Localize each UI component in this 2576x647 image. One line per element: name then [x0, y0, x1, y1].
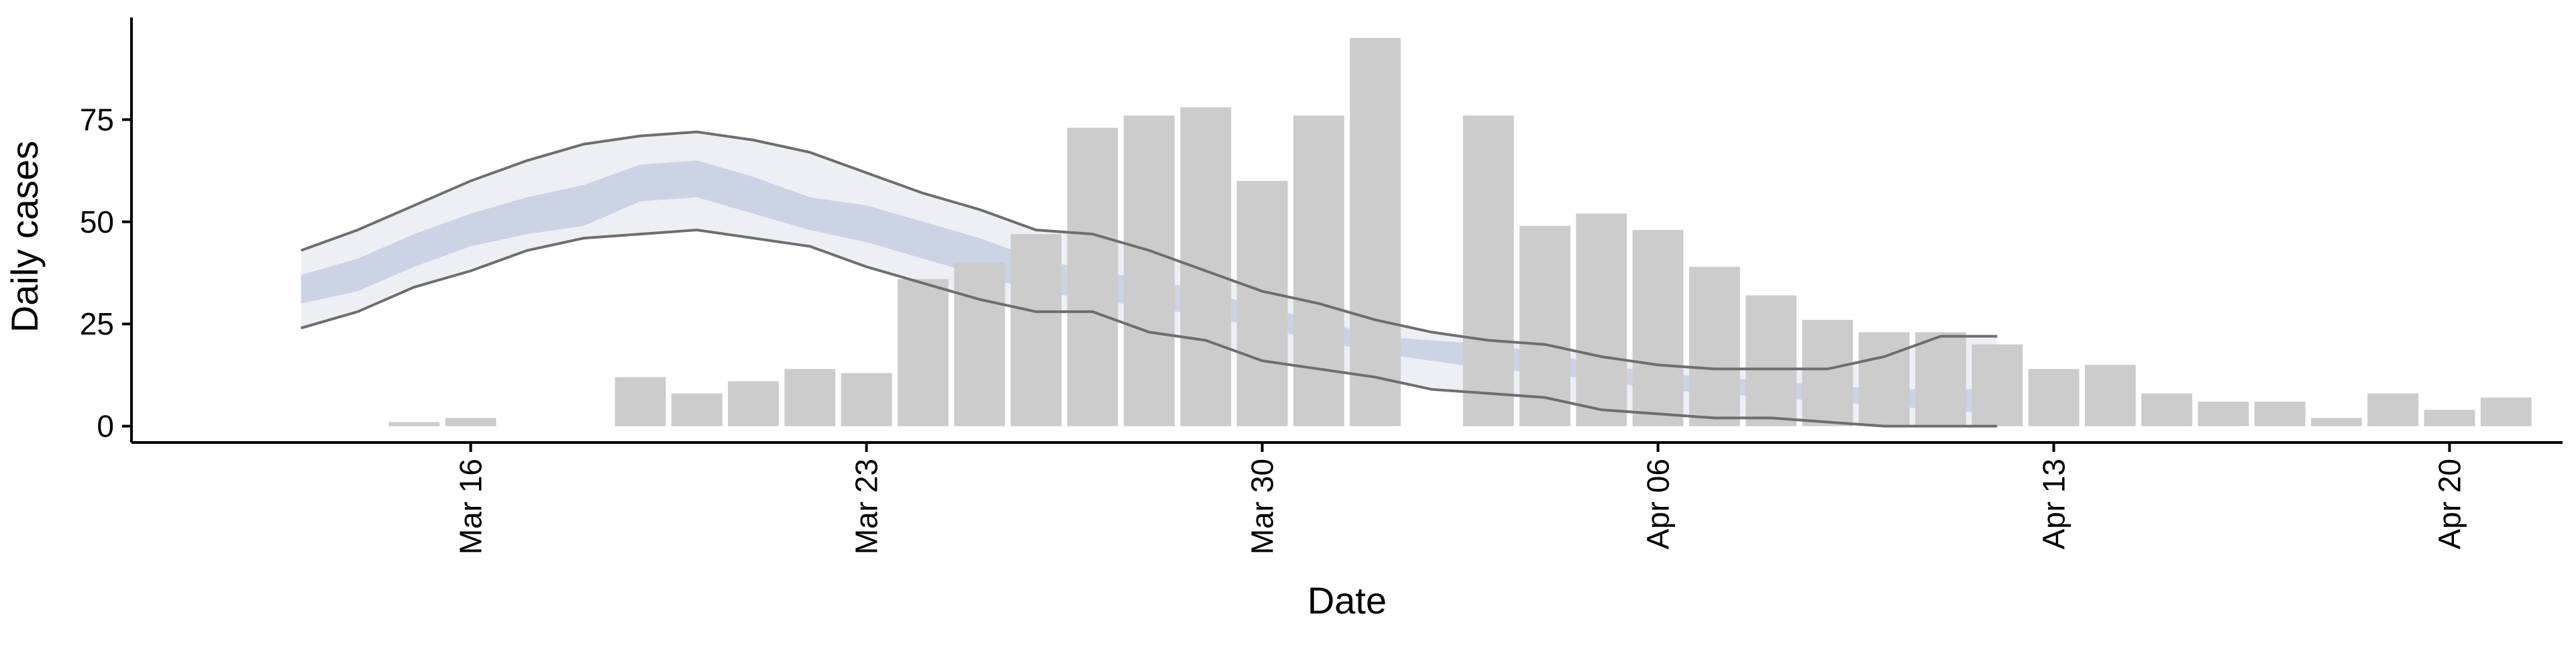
- bar-2020-04-06: [1632, 230, 1684, 426]
- y-tick-label-0: 0: [97, 409, 114, 444]
- bar-2020-04-17: [2254, 402, 2306, 426]
- x-tick-label-2020-03-16: Mar 16: [453, 459, 488, 554]
- bar-2020-03-27: [1067, 127, 1118, 426]
- bar-2020-03-15: [388, 422, 440, 426]
- bar-2020-03-23: [841, 373, 892, 426]
- bar-2020-04-15: [2141, 393, 2192, 426]
- bar-2020-04-13: [2028, 369, 2080, 426]
- x-tick-label-2020-04-13: Apr 13: [2036, 459, 2071, 550]
- bar-2020-03-21: [728, 381, 779, 426]
- x-tick-label-2020-04-20: Apr 20: [2432, 459, 2467, 550]
- axes-group: 0 25 50 75 Mar 16 Mar 23 Mar 30 Apr 06 Apr 13 Apr…: [80, 17, 2563, 554]
- bar-2020-04-04: [1519, 225, 1570, 426]
- bar-2020-04-21: [2480, 397, 2532, 426]
- bar-2020-04-14: [2084, 365, 2136, 426]
- y-tick-label-75: 75: [80, 102, 114, 137]
- lower-bound-line: [301, 228, 1998, 428]
- bar-2020-03-19: [614, 377, 666, 426]
- x-tick-label-2020-03-30: Mar 30: [1245, 459, 1280, 554]
- bound-lines-group: [301, 130, 1998, 428]
- bar-2020-04-07: [1688, 266, 1740, 426]
- bar-2020-03-22: [784, 369, 836, 426]
- y-axis-title: Daily cases: [3, 141, 46, 333]
- bar-2020-04-18: [2311, 418, 2362, 426]
- bar-2020-04-08: [1746, 295, 1797, 426]
- bar-2020-04-03: [1462, 115, 1514, 426]
- bar-2020-03-26: [1010, 234, 1062, 426]
- bar-2020-03-28: [1124, 115, 1175, 426]
- bar-2020-04-05: [1576, 213, 1627, 426]
- x-tick-label-2020-04-06: Apr 06: [1641, 459, 1676, 550]
- bar-2020-03-24: [898, 279, 949, 426]
- bar-2020-04-11: [1915, 332, 1966, 426]
- bars-group: [388, 38, 2532, 426]
- bar-2020-04-09: [1802, 320, 1854, 426]
- bar-2020-03-16: [445, 418, 496, 426]
- x-tick-label-2020-03-23: Mar 23: [849, 459, 884, 554]
- bar-2020-03-30: [1236, 180, 1288, 426]
- bar-2020-04-19: [2367, 393, 2419, 426]
- bar-2020-04-16: [2198, 402, 2249, 426]
- bar-2020-03-20: [671, 393, 722, 426]
- upper-bound-line: [301, 130, 1998, 371]
- bar-2020-03-31: [1293, 115, 1344, 426]
- bar-2020-04-12: [1972, 344, 2023, 426]
- bar-2020-04-01: [1350, 38, 1401, 426]
- bar-2020-04-20: [2424, 410, 2475, 426]
- y-tick-label-25: 25: [80, 306, 114, 341]
- bar-2020-03-29: [1180, 107, 1232, 426]
- bar-2020-04-10: [1858, 332, 1910, 426]
- y-tick-label-50: 50: [80, 204, 114, 239]
- bar-2020-03-25: [954, 262, 1006, 426]
- x-axis-title: Date: [1307, 579, 1387, 622]
